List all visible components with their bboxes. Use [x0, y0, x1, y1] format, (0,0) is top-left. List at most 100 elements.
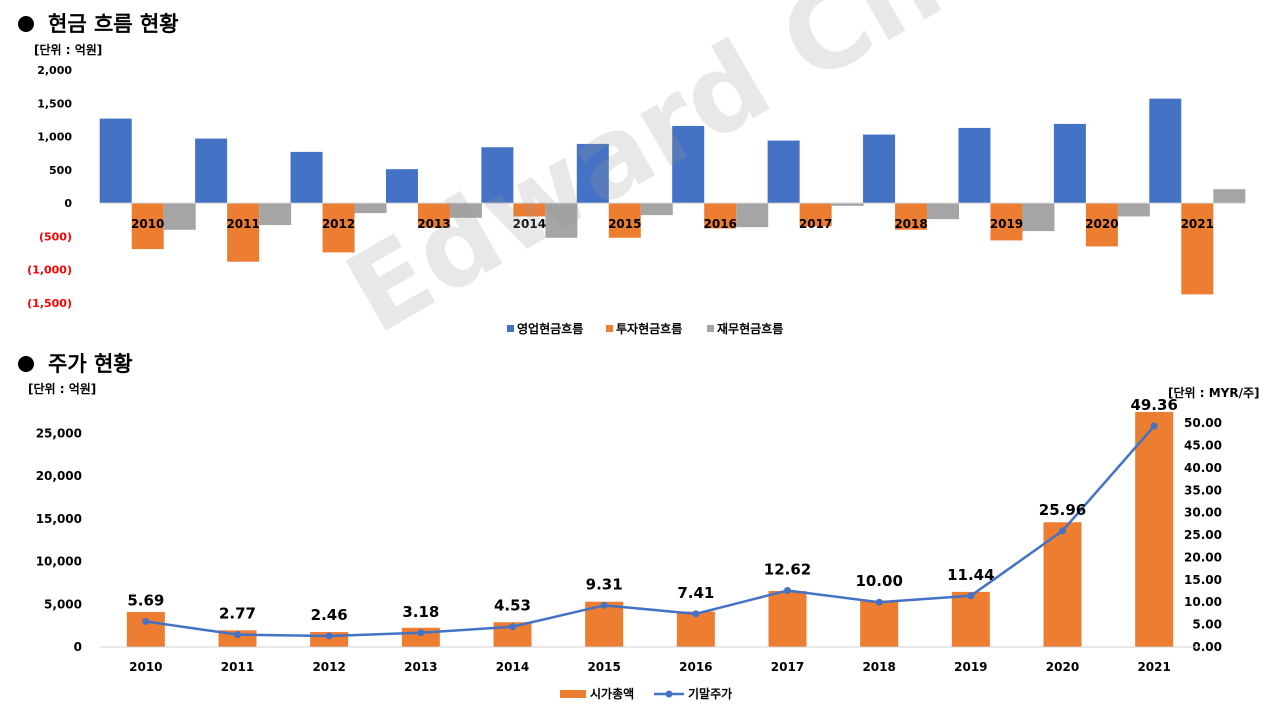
y-right-tick-label: 50.00 — [1184, 416, 1222, 430]
legend-swatch — [507, 325, 514, 332]
bar — [227, 203, 260, 262]
x-tick-label: 2018 — [862, 660, 895, 674]
y-right-tick-label: 35.00 — [1184, 483, 1222, 497]
bar — [417, 203, 450, 228]
price-data-label: 4.53 — [494, 597, 531, 615]
bar — [1085, 203, 1118, 247]
bar — [990, 203, 1023, 241]
y-right-tick-label: 40.00 — [1184, 461, 1222, 475]
price-point — [234, 631, 241, 639]
bar — [736, 203, 769, 228]
price-data-label: 11.44 — [947, 566, 994, 584]
x-tick-label: 2013 — [417, 217, 450, 231]
x-tick-label: 2015 — [608, 217, 641, 231]
bar — [259, 203, 292, 226]
x-tick-label: 2017 — [771, 660, 804, 674]
bar — [126, 611, 165, 647]
bar — [481, 147, 514, 204]
legend-label: 재무현금흐름 — [717, 321, 783, 336]
bar — [290, 151, 323, 204]
y-right-tick-label: 20.00 — [1184, 550, 1222, 564]
legend-label: 시가총액 — [590, 686, 634, 701]
legend-swatch — [606, 325, 613, 332]
price-point — [417, 629, 425, 637]
y-right-tick-label: 30.00 — [1184, 506, 1222, 520]
y-right-tick-label: 45.00 — [1184, 439, 1222, 453]
x-tick-label: 2013 — [404, 660, 437, 674]
y-right-tick-label: 0.00 — [1192, 640, 1222, 654]
x-tick-label: 2015 — [587, 660, 620, 674]
x-tick-label: 2021 — [1181, 217, 1214, 231]
bullet-icon — [18, 356, 34, 372]
x-tick-label: 2014 — [496, 660, 529, 674]
x-tick-label: 2017 — [799, 217, 832, 231]
x-tick-label: 2012 — [322, 217, 355, 231]
bar — [576, 143, 609, 204]
bar — [767, 140, 800, 204]
price-point — [142, 618, 150, 626]
price-data-label: 5.69 — [127, 592, 164, 610]
cashflow-title-text: 현금 흐름 현황 — [48, 12, 179, 36]
bar — [322, 203, 355, 253]
bar — [958, 127, 991, 204]
bar — [676, 611, 715, 647]
bullet-icon — [18, 16, 34, 32]
bar — [831, 203, 864, 206]
x-tick-label: 2011 — [221, 660, 254, 674]
y-tick-label: 2,000 — [37, 64, 72, 77]
bar — [99, 118, 132, 204]
price-point — [600, 601, 608, 609]
price-point — [875, 598, 883, 606]
price-point — [967, 592, 975, 600]
bar — [1022, 203, 1055, 232]
price-point — [1150, 422, 1158, 430]
x-tick-label: 2014 — [513, 217, 546, 231]
bar — [513, 203, 546, 217]
price-line — [145, 425, 1156, 638]
price-data-label: 2.46 — [311, 606, 348, 624]
bar — [640, 203, 673, 216]
y-left-tick-label: 20,000 — [36, 469, 82, 483]
legend-label: 투자현금흐름 — [616, 321, 682, 336]
price-data-label: 12.62 — [764, 561, 811, 579]
x-tick-label: 2020 — [1085, 217, 1118, 231]
price-data-label: 49.36 — [1130, 396, 1177, 414]
bar — [1135, 412, 1174, 647]
y-tick-label: 0 — [64, 197, 72, 210]
y-right-tick-label: 5.00 — [1192, 618, 1222, 632]
y-tick-label: (1,000) — [27, 264, 72, 277]
y-right-tick-label: 15.00 — [1184, 573, 1222, 587]
bar — [1213, 189, 1246, 204]
cashflow-unit-label: [단위 : 억원] — [34, 43, 103, 57]
y-tick-label: 1,000 — [37, 131, 72, 144]
x-tick-label: 2020 — [1046, 660, 1079, 674]
price-point — [1059, 527, 1066, 535]
x-tick-label: 2018 — [894, 217, 927, 231]
bar — [608, 203, 641, 238]
bar — [163, 203, 196, 230]
bar — [799, 203, 832, 227]
price-data-label: 3.18 — [402, 603, 439, 621]
bar — [672, 125, 705, 204]
y-left-tick-label: 5,000 — [44, 597, 82, 611]
y-tick-label: 1,500 — [37, 97, 72, 110]
bar — [768, 591, 807, 647]
stock-section-title: 주가 현황 — [18, 348, 133, 378]
y-right-tick-label: 25.00 — [1184, 528, 1222, 542]
price-data-label: 2.77 — [219, 605, 256, 623]
bar — [895, 203, 928, 230]
bar — [449, 203, 482, 218]
stock-title-text: 주가 현황 — [48, 352, 133, 376]
bar — [195, 138, 228, 204]
stock-unit-left-label: [단위 : 억원] — [28, 382, 97, 396]
y-left-tick-label: 25,000 — [36, 426, 82, 440]
bar — [354, 203, 387, 214]
legend-swatch — [560, 690, 586, 698]
bar — [863, 134, 896, 204]
legend-label: 영업현금흐름 — [517, 321, 583, 336]
price-data-label: 10.00 — [855, 572, 902, 590]
price-data-label: 7.41 — [677, 584, 714, 602]
y-left-tick-label: 0 — [74, 640, 82, 654]
legend-label: 기말주가 — [688, 686, 732, 701]
